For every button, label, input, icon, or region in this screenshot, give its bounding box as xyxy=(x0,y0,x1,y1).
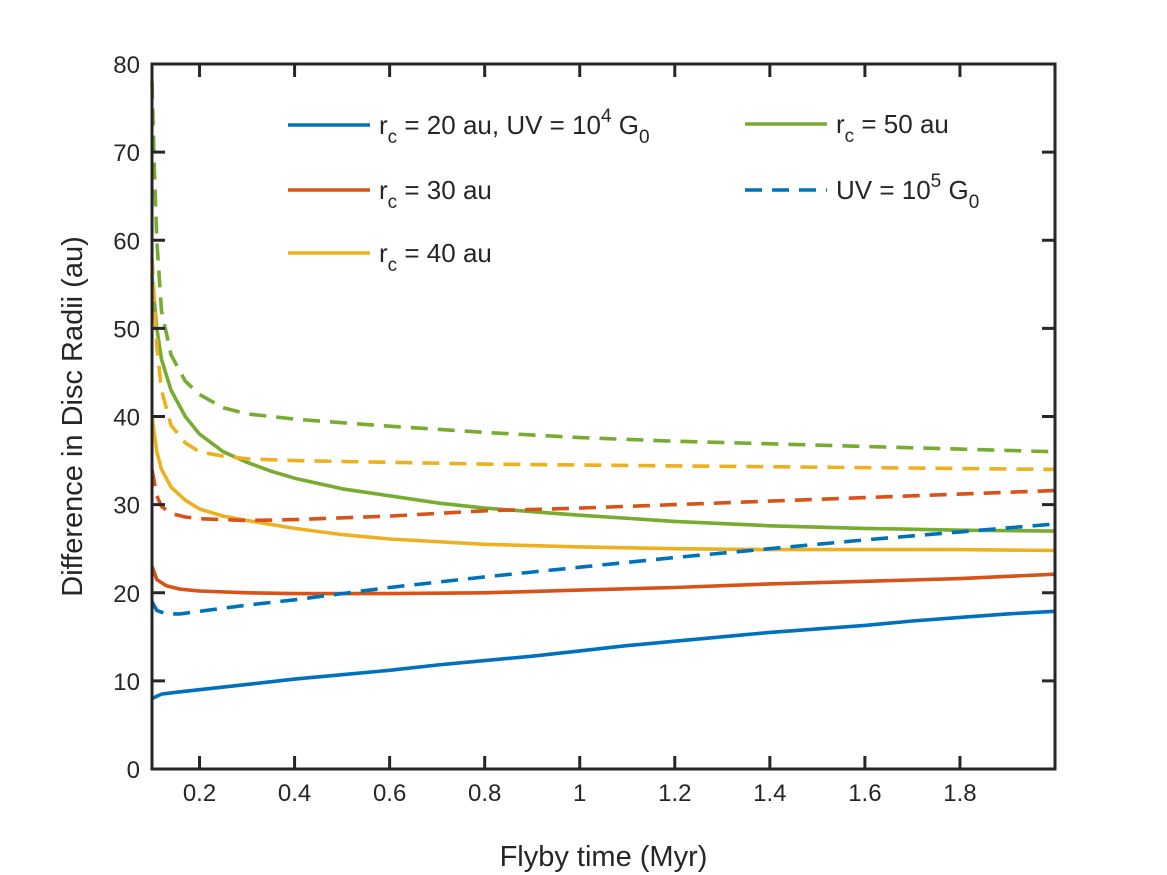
y-tick-label: 0 xyxy=(127,757,140,784)
series-layer xyxy=(150,81,1056,701)
legend-entry-4: rc = 50 au xyxy=(745,109,949,147)
legend-label: rc = 20 au, UV = 104 G0 xyxy=(379,106,650,148)
x-tick-label: 0.2 xyxy=(183,780,216,807)
y-axis-label: Difference in Disc Radii (au) xyxy=(57,236,89,597)
legend-entry-2: rc = 30 au xyxy=(288,175,492,213)
legend-label: rc = 30 au xyxy=(379,175,492,213)
legend-entry-3: rc = 40 au xyxy=(288,238,492,276)
series-line-4-solid xyxy=(150,275,1056,533)
x-tick-label: 0.6 xyxy=(373,780,406,807)
series-line-5-dashed xyxy=(150,522,1056,616)
y-tick-label: 70 xyxy=(113,140,140,167)
y-tick-label: 80 xyxy=(113,52,140,79)
y-tick-label: 10 xyxy=(113,669,140,696)
y-tick-label: 30 xyxy=(113,493,140,520)
legend-label: UV = 105 G0 xyxy=(836,171,979,213)
series-line-6-dashed xyxy=(150,469,1056,523)
axes-frame xyxy=(150,62,1057,771)
series-line-1-solid xyxy=(151,609,1056,701)
legend-entry-1: rc = 20 au, UV = 104 G0 xyxy=(288,106,650,148)
series-line-2-solid xyxy=(150,565,1056,596)
x-tick-label: 1 xyxy=(573,780,586,807)
x-tick-label: 1.4 xyxy=(753,780,786,807)
series-line-3-solid xyxy=(150,416,1056,553)
legend-label: rc = 50 au xyxy=(836,109,949,147)
series-line-8-dashed xyxy=(150,81,1056,454)
x-tick-label: 0.8 xyxy=(468,780,501,807)
legend-entry-5: UV = 105 G0 xyxy=(745,171,979,213)
x-axis-label: Flyby time (Myr) xyxy=(500,841,708,873)
legend-label: rc = 40 au xyxy=(379,238,492,276)
y-tick-label: 50 xyxy=(113,316,140,343)
y-tick-label: 60 xyxy=(113,228,140,255)
x-tick-label: 1.6 xyxy=(848,780,881,807)
legend: rc = 20 au, UV = 104 G0 rc = 30 au rc = 40… xyxy=(288,106,979,276)
x-tick-label: 0.4 xyxy=(278,780,311,807)
y-tick-label: 20 xyxy=(113,581,140,608)
ticks-layer: 0.2 0.4 0.6 0.8 1 1.2 1.4 1.6 1.8 0 10 20 30 40 50 60 70… xyxy=(113,52,1055,807)
x-tick-label: 1.8 xyxy=(943,780,976,807)
y-tick-label: 40 xyxy=(113,405,140,432)
series-line-7-dashed xyxy=(150,257,1056,472)
x-tick-label: 1.2 xyxy=(658,780,691,807)
